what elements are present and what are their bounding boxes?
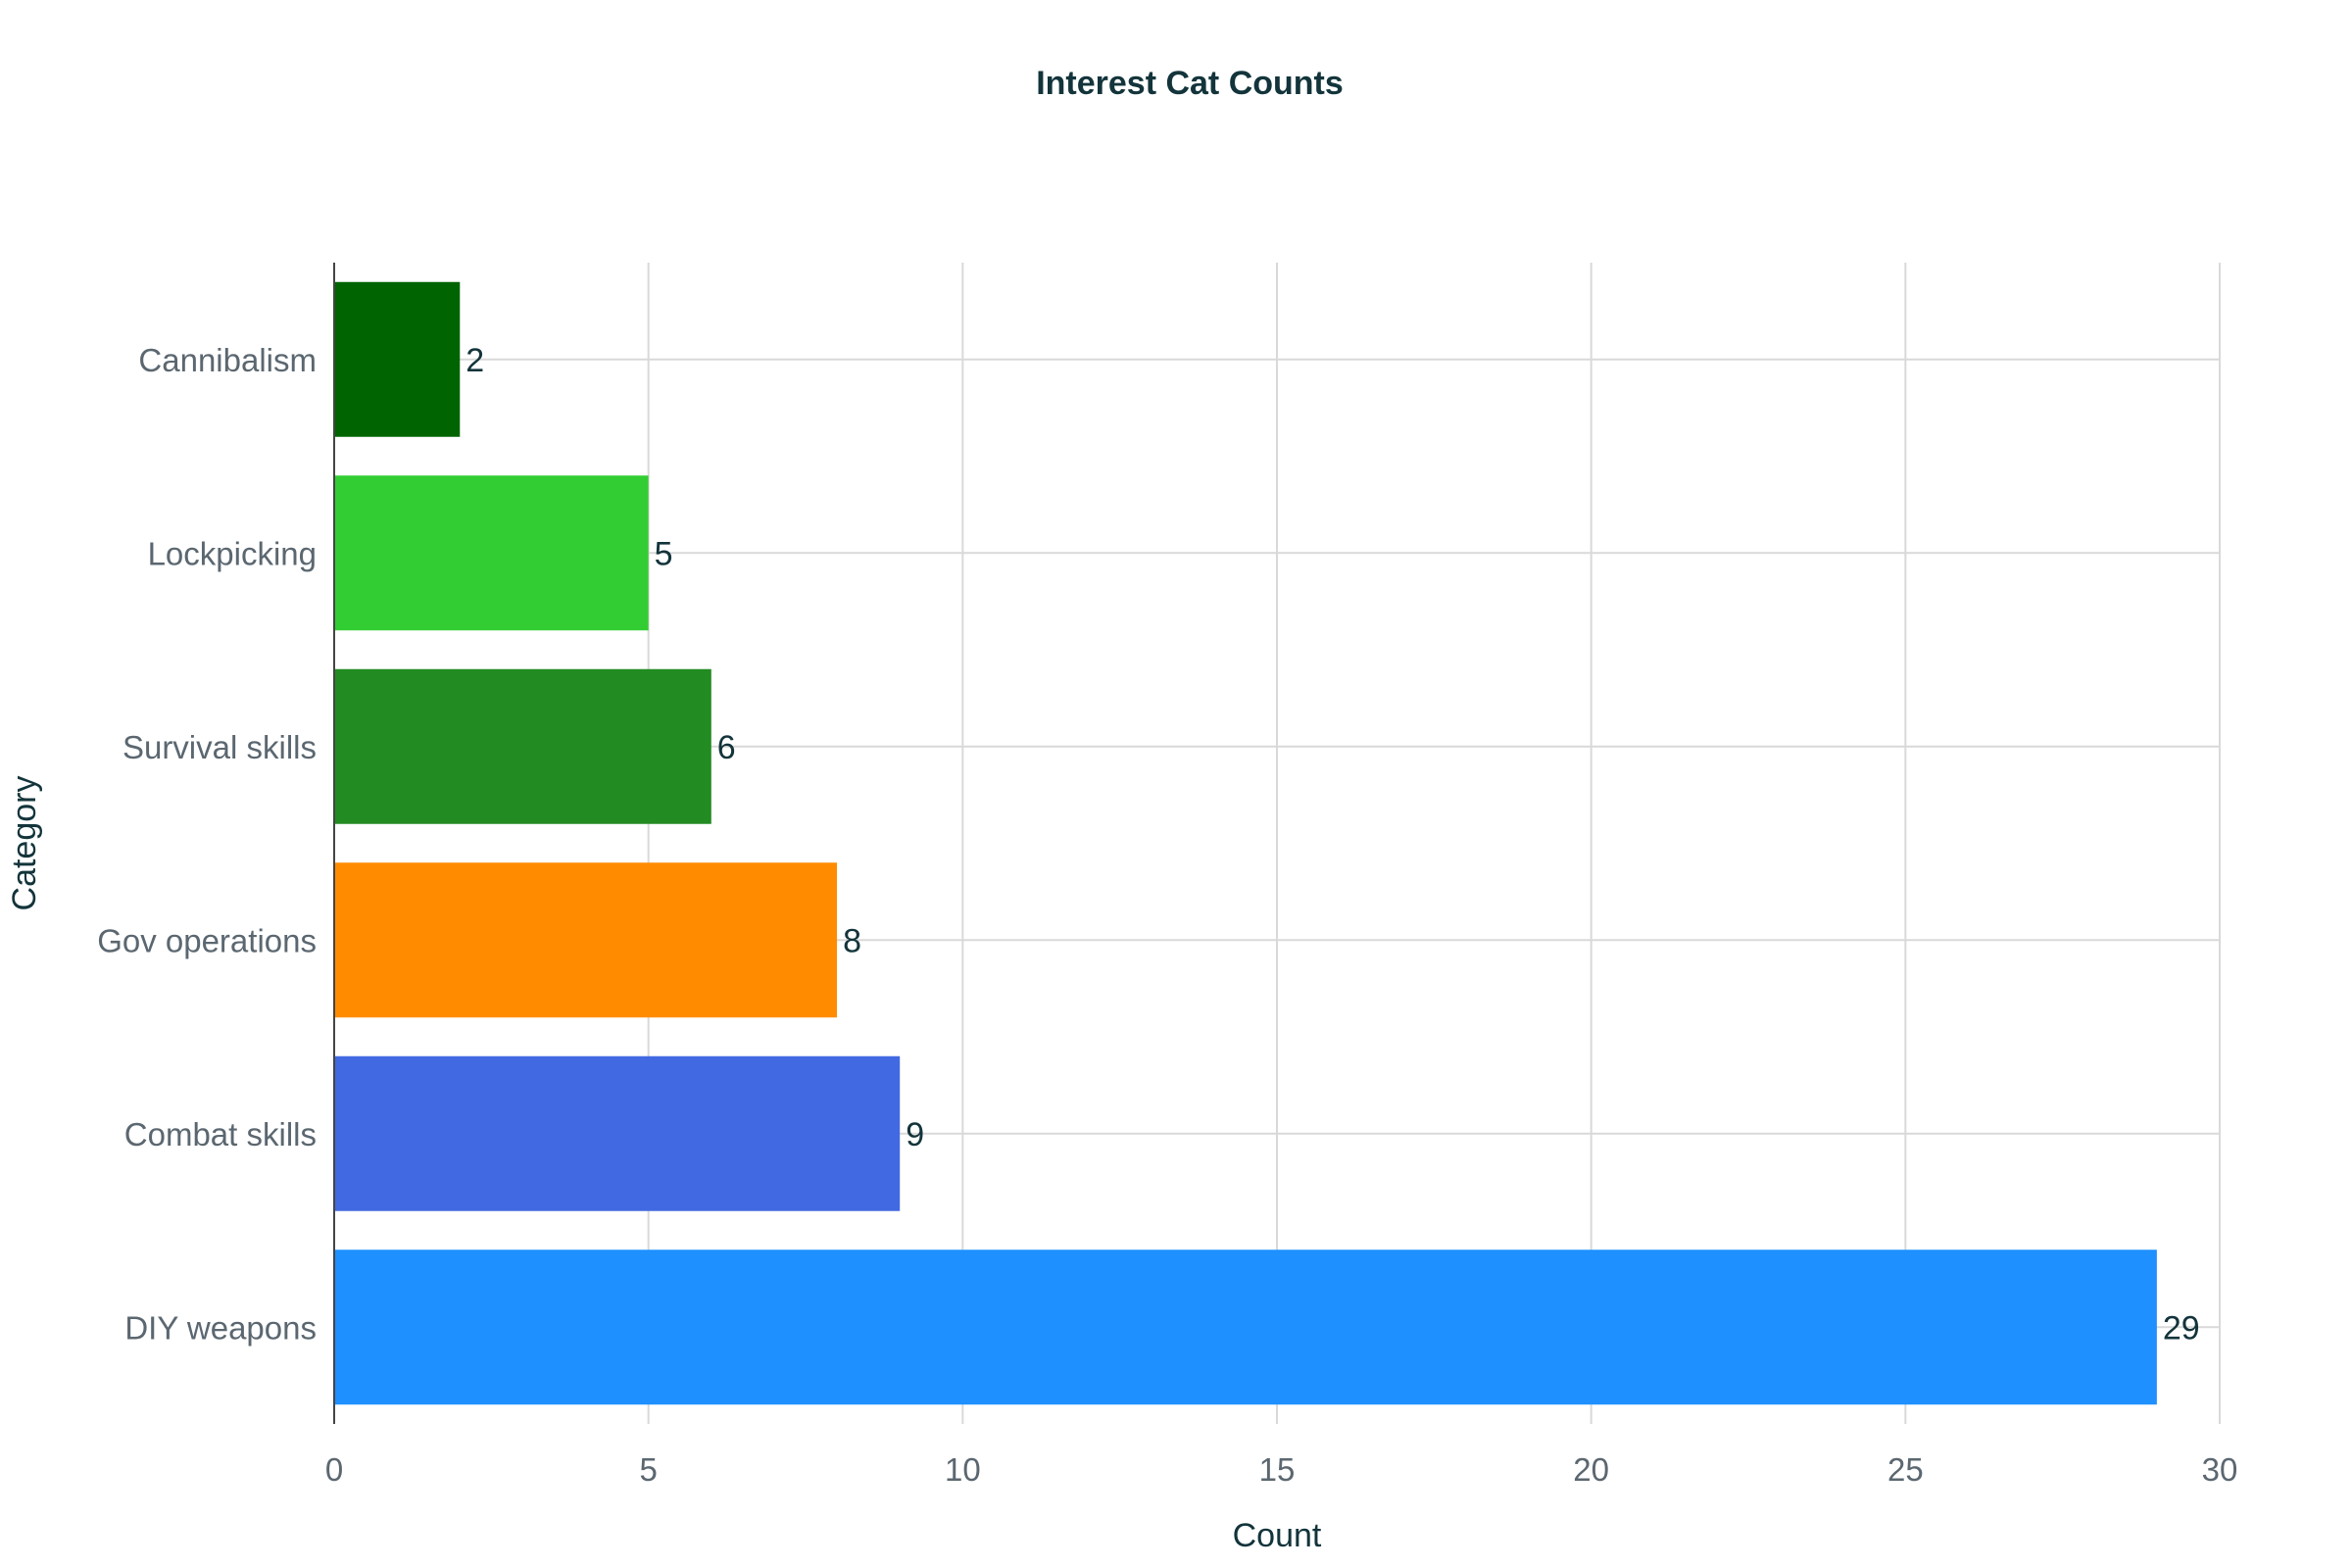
bars: [334, 281, 2157, 1405]
y-tick-label: Gov operations: [97, 922, 317, 958]
bar: [334, 668, 711, 824]
bar: [334, 475, 649, 631]
bar-value-label: 2: [466, 342, 484, 379]
x-tick-label: 25: [1887, 1451, 1924, 1488]
bar: [334, 1055, 901, 1211]
x-tick-label: 5: [639, 1451, 657, 1488]
y-tick-label: Cannibalism: [138, 342, 317, 378]
chart-title: Interest Cat Counts: [1036, 65, 1344, 102]
bar-value-label: 6: [717, 729, 736, 766]
x-tick-label: 20: [1573, 1451, 1609, 1488]
data-labels: 29 9 8 6 5 2: [466, 342, 2199, 1348]
bar: [334, 862, 838, 1018]
y-axis-title: Category: [6, 776, 43, 911]
bar: [334, 1250, 2157, 1405]
bar-value-label: 8: [843, 922, 861, 959]
y-tick-label: Lockpicking: [148, 535, 317, 571]
y-tick-label: Combat skills: [124, 1116, 317, 1152]
x-tick-label: 15: [1259, 1451, 1296, 1488]
y-tick-labels: DIY weapons Combat skills Gov operations Su…: [97, 342, 317, 1347]
bar: [334, 281, 461, 437]
x-tick-label: 10: [945, 1451, 981, 1488]
bar-value-label: 29: [2163, 1309, 2200, 1347]
y-tick-label: Survival skills: [122, 729, 317, 765]
x-tick-labels: 0 5 10 15 20 25 30: [325, 1451, 2238, 1488]
bar-value-label: 5: [655, 535, 673, 572]
x-axis-title: Count: [1233, 1517, 1322, 1554]
bar-value-label: 9: [906, 1116, 924, 1153]
y-tick-label: DIY weapons: [124, 1309, 317, 1346]
x-tick-label: 0: [325, 1451, 343, 1488]
x-tick-label: 30: [2202, 1451, 2238, 1488]
